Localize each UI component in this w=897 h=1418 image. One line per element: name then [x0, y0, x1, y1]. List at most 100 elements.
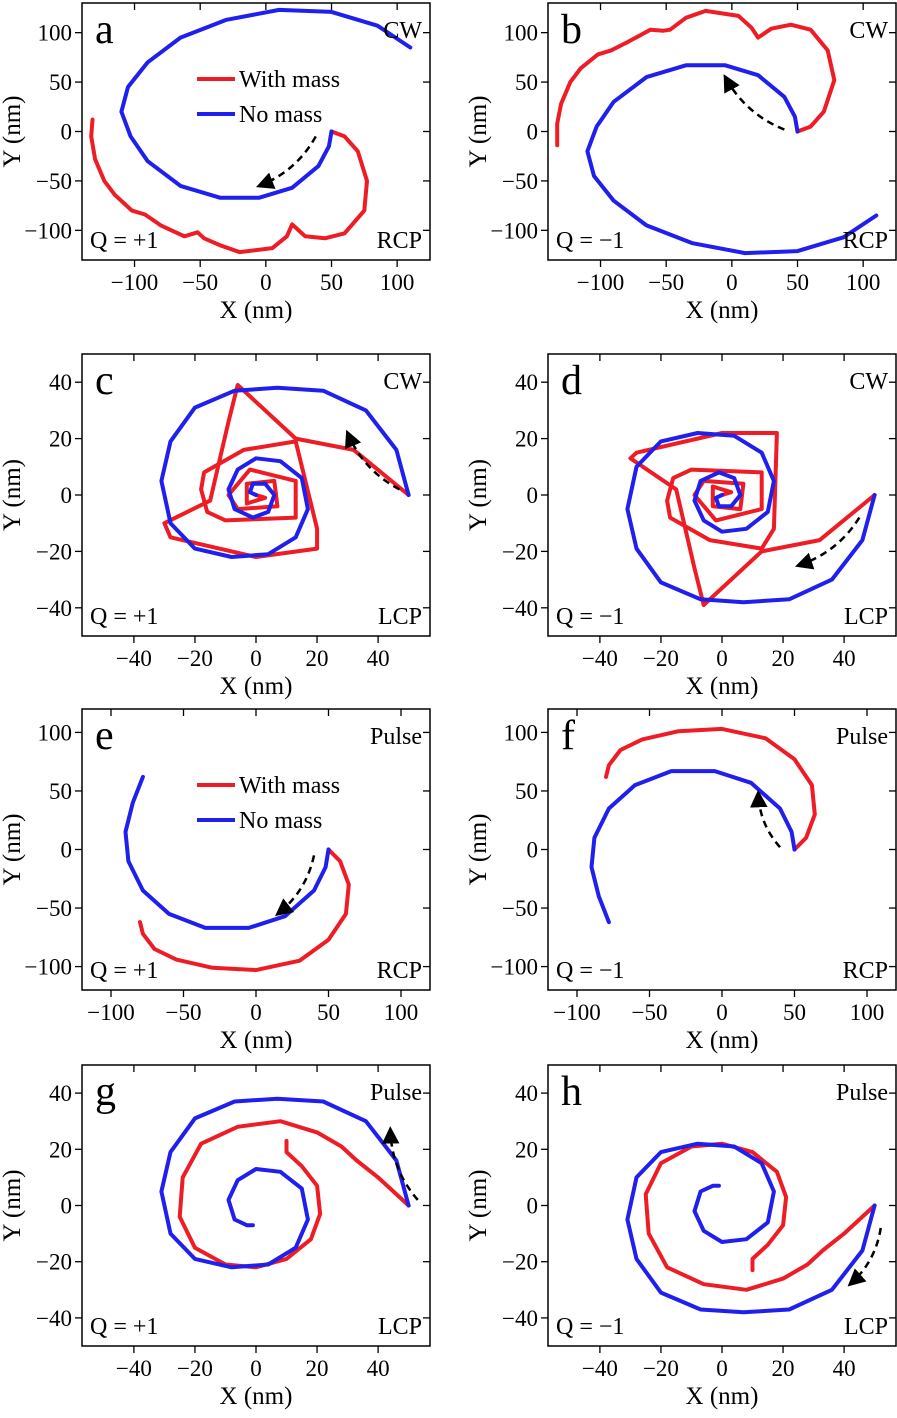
y-tick-label: 0 — [61, 838, 73, 863]
series-no-mass — [625, 1141, 877, 1315]
x-tick-label: 0 — [716, 1000, 728, 1025]
charge-label: Q = −1 — [556, 1314, 624, 1340]
y-axis-label: Y (nm) — [0, 459, 26, 531]
direction-arrow — [344, 429, 401, 491]
y-axis-label: Y (nm) — [465, 96, 492, 168]
y-tick-label: 0 — [61, 483, 73, 508]
y-tick-label: −40 — [502, 596, 538, 621]
x-tick-label: 0 — [250, 1356, 262, 1381]
y-tick-label: −100 — [491, 955, 538, 980]
series-no-mass — [123, 774, 331, 930]
x-tick-label: 0 — [726, 270, 738, 295]
y-tick-label: −100 — [25, 955, 72, 980]
x-tick-label: 0 — [716, 1356, 728, 1381]
x-tick-label: −50 — [166, 1000, 202, 1025]
y-tick-label: 0 — [527, 838, 539, 863]
y-tick-label: 0 — [61, 1194, 73, 1219]
x-tick-label: 0 — [716, 646, 728, 671]
y-tick-label: 50 — [49, 70, 72, 95]
x-axis-label: X (nm) — [220, 1383, 293, 1410]
y-tick-label: 100 — [38, 21, 73, 46]
x-tick-label: 40 — [367, 1356, 390, 1381]
y-tick-label: −40 — [36, 1306, 72, 1331]
y-tick-label: 50 — [515, 779, 538, 804]
plot-frame — [81, 1064, 431, 1347]
plot-frame — [81, 2, 431, 261]
charge-label: Q = +1 — [90, 228, 158, 254]
charge-label: Q = −1 — [556, 604, 624, 630]
x-tick-label: −100 — [87, 1000, 134, 1025]
legend-label-no-mass: No mass — [239, 808, 322, 834]
x-tick-label: −40 — [582, 646, 618, 671]
y-axis-label: Y (nm) — [0, 96, 26, 168]
charge-label: Q = +1 — [90, 1314, 158, 1340]
direction-arrow — [750, 789, 781, 848]
y-axis-label: Y (nm) — [465, 814, 492, 886]
y-tick-label: −40 — [502, 1306, 538, 1331]
panel-letter: a — [95, 7, 114, 53]
panel-d: −40 −20 0 20 40 −40 −20 0 20 40 X (nm) Y (nm) d CW Q =… — [465, 353, 897, 700]
polarization-label: LCP — [844, 604, 888, 630]
y-tick-label: 20 — [515, 1137, 538, 1162]
panel-h: −40 −20 0 20 40 −40 −20 0 20 40 X (nm) Y (nm) h Pulse… — [465, 1064, 897, 1410]
y-tick-label: 50 — [515, 70, 538, 95]
y-tick-label: −40 — [36, 596, 72, 621]
panel-letter: c — [95, 358, 114, 404]
plot-frame — [547, 708, 897, 991]
x-tick-label: −100 — [111, 270, 158, 295]
y-tick-label: 40 — [49, 370, 72, 395]
legend-label-with-mass: With mass — [239, 67, 340, 93]
series-no-mass — [589, 769, 797, 925]
y-tick-label: 40 — [49, 1081, 72, 1106]
series-with-mass — [555, 8, 837, 148]
y-axis-label: Y (nm) — [465, 459, 492, 531]
series-with-mass — [89, 117, 369, 255]
polarization-label: RCP — [843, 228, 888, 254]
x-tick-label: 20 — [306, 646, 329, 671]
polarization-label: RCP — [377, 228, 422, 254]
x-tick-label: 50 — [317, 1000, 340, 1025]
x-tick-label: −40 — [582, 1356, 618, 1381]
y-tick-label: −20 — [502, 539, 538, 564]
x-tick-label: 40 — [833, 1356, 856, 1381]
panel-letter: f — [561, 713, 575, 759]
x-tick-label: 50 — [320, 270, 343, 295]
x-tick-label: −100 — [577, 270, 624, 295]
mode-label: Pulse — [370, 724, 422, 750]
charge-label: Q = −1 — [556, 958, 624, 984]
y-tick-label: −50 — [502, 896, 538, 921]
series-no-mass — [625, 431, 877, 605]
x-axis-label: X (nm) — [220, 673, 293, 700]
x-tick-label: 100 — [850, 1000, 885, 1025]
x-tick-label: 100 — [380, 270, 415, 295]
y-tick-label: 100 — [38, 720, 73, 745]
mode-label: CW — [849, 369, 888, 395]
series-no-mass — [159, 1096, 411, 1270]
series-no-mass — [159, 385, 411, 559]
panel-letter: d — [561, 358, 582, 404]
x-tick-label: −40 — [116, 646, 152, 671]
x-tick-label: 20 — [772, 1356, 795, 1381]
series-with-mass — [604, 726, 817, 852]
panel-letter: h — [561, 1069, 582, 1115]
x-tick-label: 40 — [367, 646, 390, 671]
y-tick-label: 20 — [49, 1137, 72, 1162]
mode-label: Pulse — [836, 724, 888, 750]
x-tick-label: −50 — [632, 1000, 668, 1025]
x-tick-label: −20 — [643, 646, 679, 671]
y-tick-label: 0 — [527, 483, 539, 508]
charge-label: Q = +1 — [90, 958, 158, 984]
direction-arrow — [381, 1126, 419, 1201]
x-axis-label: X (nm) — [686, 673, 759, 700]
mode-label: Pulse — [370, 1080, 422, 1106]
y-tick-label: 40 — [515, 370, 538, 395]
y-tick-label: 20 — [49, 427, 72, 452]
mode-label: Pulse — [836, 1080, 888, 1106]
x-tick-label: 0 — [250, 646, 262, 671]
direction-arrow — [256, 135, 317, 189]
direction-arrow — [847, 1227, 882, 1287]
y-tick-label: 0 — [61, 120, 73, 145]
series-with-mass — [177, 1119, 411, 1270]
y-tick-label: 40 — [515, 1081, 538, 1106]
y-tick-label: −20 — [36, 1250, 72, 1275]
